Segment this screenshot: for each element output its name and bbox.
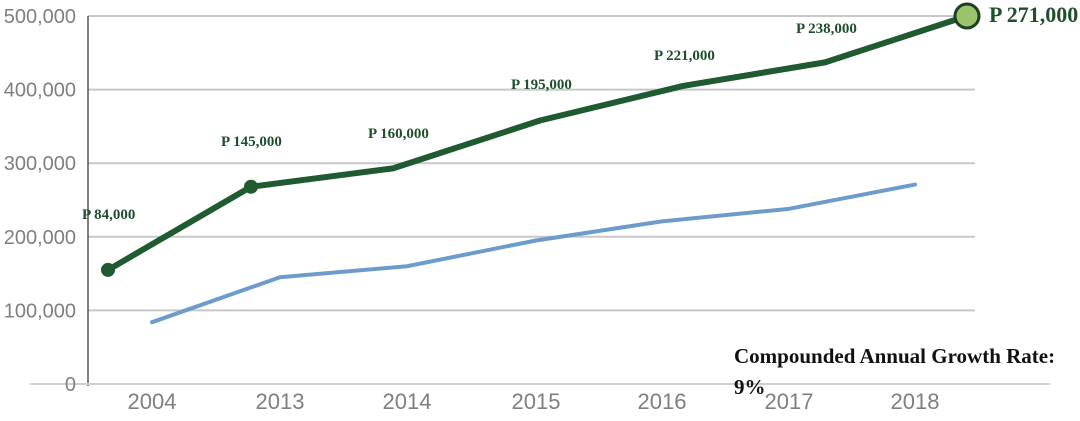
x-tick-label: 2015 <box>512 389 561 414</box>
data-label: P 271,000 <box>989 2 1078 27</box>
data-label: P 84,000 <box>82 207 135 223</box>
y-tick-label: 0 <box>65 374 76 396</box>
data-point <box>244 179 258 194</box>
data-label: P 145,000 <box>221 134 282 150</box>
data-point-highlight <box>953 2 981 30</box>
data-label: P 160,000 <box>368 126 429 142</box>
data-label: P 238,000 <box>796 21 857 37</box>
x-tick-label: 2016 <box>638 389 687 414</box>
y-tick-label: 500,000 <box>4 6 76 28</box>
y-tick-label: 400,000 <box>4 80 76 102</box>
cagr-annotation: Compounded Annual Growth Rate: 9% <box>734 344 1056 399</box>
y-tick-label: 100,000 <box>4 300 76 322</box>
data-label: P 195,000 <box>511 77 572 93</box>
data-point <box>101 262 115 277</box>
x-tick-label: 2004 <box>128 389 177 414</box>
x-tick-label: 2018 <box>891 389 940 414</box>
x-tick-label: 2013 <box>256 389 305 414</box>
x-tick-label: 2017 <box>765 389 814 414</box>
y-tick-label: 300,000 <box>4 153 76 175</box>
y-tick-label: 200,000 <box>4 227 76 249</box>
x-tick-label: 2014 <box>383 389 432 414</box>
series-line-bottom <box>150 182 917 325</box>
data-label: P 221,000 <box>654 48 715 64</box>
